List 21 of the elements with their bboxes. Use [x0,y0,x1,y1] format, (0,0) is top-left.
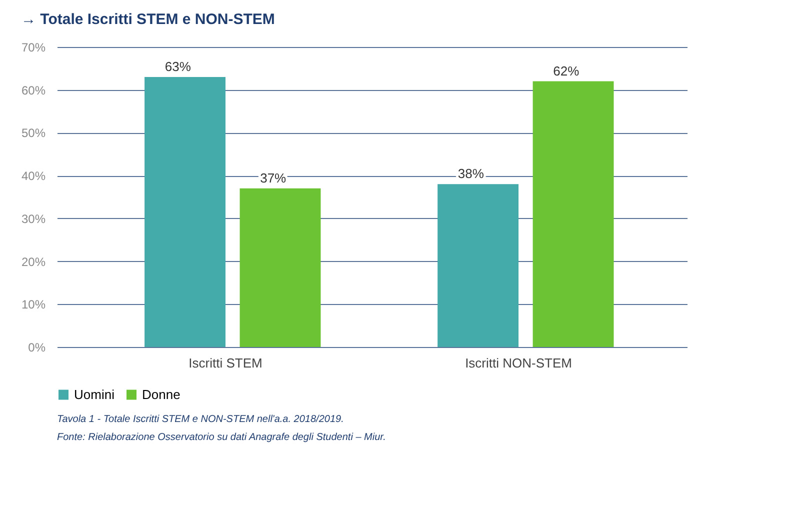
bar [144,77,226,347]
y-tick-label: 10% [21,298,46,312]
y-tick-label: 0% [28,340,46,354]
y-tick-label: 20% [21,254,46,269]
y-tick-label: 40% [21,169,46,184]
bar [532,81,614,347]
y-tick-label: 70% [21,40,46,54]
text: Tavola 1 - Totale Iscritti STEM e NON-STEM nell'a.a. 2018/2019. [57,414,344,425]
x-tick-label: Iscritti NON-STEM [465,356,572,370]
x-tick-label: Iscritti STEM [188,356,262,370]
y-tick-label: 50% [21,126,46,140]
bar [240,188,321,347]
source-note: Fonte: Rielaborazione Osservatorio su dati Anagrafe degli Studenti – Miur. [57,432,386,443]
data-label: 63% [164,59,192,74]
bar [438,184,519,347]
y-tick-label: 60% [21,83,46,98]
y-tick-label: 30% [21,212,46,226]
legend-label: Uomini [74,386,115,402]
data-label: 62% [553,63,580,78]
legend-label: Donne [142,386,180,402]
chart-title: → Totale Iscritti STEM e NON-STEM [20,11,275,28]
